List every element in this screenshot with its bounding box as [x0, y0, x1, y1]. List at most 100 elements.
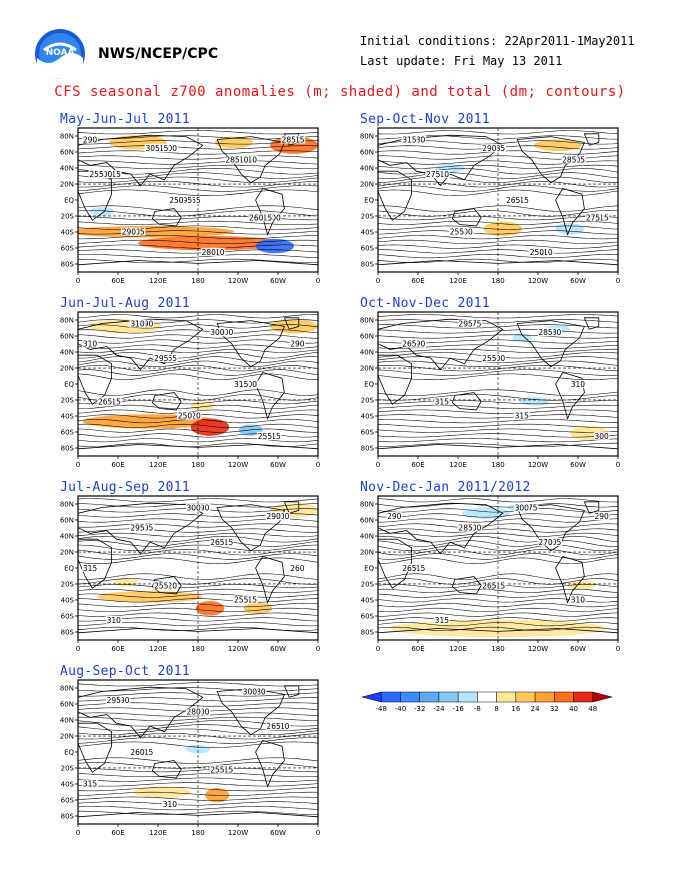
- contour-line: [78, 352, 318, 359]
- lon-label: 180: [491, 645, 504, 653]
- coastline: [151, 208, 182, 227]
- lat-label: 60N: [60, 517, 74, 525]
- contour-line: [78, 442, 318, 447]
- lat-label: 20S: [61, 213, 75, 221]
- contour-line: [378, 544, 618, 551]
- contour-line: [378, 168, 618, 175]
- contour-label: 305: [139, 524, 154, 533]
- colorbar-label: -40: [395, 705, 406, 713]
- lat-label: 80S: [361, 261, 375, 269]
- contour-label: 310: [571, 596, 586, 605]
- lat-label: 60N: [60, 149, 74, 157]
- contour-label: 265: [98, 397, 113, 406]
- contour-label: 290: [115, 696, 130, 705]
- contour-label: 290: [195, 504, 210, 513]
- contour-label: 260: [130, 748, 145, 757]
- contour-label: 310: [210, 248, 225, 257]
- contour-label: 310: [234, 156, 249, 165]
- lon-label: 60E: [111, 829, 124, 837]
- lat-label: 60S: [61, 613, 75, 621]
- contour-line: [78, 239, 318, 244]
- contour-label: 315: [258, 213, 273, 222]
- lon-label: 0: [316, 645, 320, 653]
- map-plot: 2903003102553003153203153103002902953152…: [60, 311, 320, 469]
- coastline: [451, 208, 482, 227]
- contour-label: 315: [435, 397, 450, 406]
- lon-label: 60W: [270, 829, 286, 837]
- coastline: [255, 740, 285, 788]
- contour-line: [378, 549, 618, 556]
- lon-label: 120W: [528, 461, 548, 469]
- lon-label: 60W: [570, 461, 586, 469]
- map-panel: Oct-Nov-Dec 2011 275 280 290 300 310 315 315 30…: [360, 296, 622, 472]
- contour-label: 285: [538, 328, 553, 337]
- map-panel: Jun-Jul-Aug 2011 290 300 310 255 300 315 320 31…: [60, 296, 322, 472]
- contour-label: 305: [571, 156, 586, 165]
- contour-label: 255: [89, 170, 104, 179]
- contour-line: [78, 365, 318, 372]
- lon-label: 120E: [149, 277, 167, 285]
- contour-label: 295: [178, 196, 193, 205]
- contour-label: 295: [107, 696, 122, 705]
- colorbar-swatch: [534, 691, 555, 703]
- contour-line: [378, 348, 618, 353]
- contour-line: [78, 176, 318, 183]
- lat-label: 20S: [361, 581, 375, 589]
- contour-label: 315: [491, 581, 506, 590]
- contour-label: 255: [187, 196, 202, 205]
- contour-label: 255: [450, 228, 465, 237]
- contour-line: [78, 772, 318, 777]
- contour-line: [78, 230, 318, 235]
- anomaly-shading: [519, 396, 549, 406]
- contour-line: [78, 254, 318, 259]
- lon-label: 180: [191, 829, 204, 837]
- contour-label: 300: [210, 328, 225, 337]
- contour-label: 320: [163, 581, 178, 590]
- lat-label: 40N: [360, 533, 374, 541]
- contour-label: 280: [202, 248, 217, 257]
- contour-line: [378, 612, 618, 617]
- contour-label: 315: [290, 136, 305, 145]
- contour-line: [378, 523, 618, 528]
- anomaly-shading: [214, 136, 254, 149]
- contour-line: [378, 588, 618, 593]
- lat-label: 80S: [361, 629, 375, 637]
- contour-label: 300: [467, 524, 482, 533]
- coastline: [255, 556, 285, 604]
- contour-line: [378, 216, 618, 221]
- contour-label: 290: [139, 320, 154, 329]
- contour-label: 305: [130, 228, 145, 237]
- contour-line: [78, 428, 318, 433]
- contour-label: 315: [515, 196, 530, 205]
- lon-label: 60W: [570, 277, 586, 285]
- colorbar-swatch: [515, 691, 536, 703]
- lat-label: 60S: [61, 245, 75, 253]
- lat-label: 60N: [60, 333, 74, 341]
- lat-label: EQ: [64, 565, 74, 573]
- contour-line: [78, 438, 318, 443]
- contour-line: [78, 787, 318, 792]
- colorbar-label: 32: [550, 705, 559, 713]
- contour-label: 300: [515, 504, 530, 513]
- contour-line: [78, 791, 318, 796]
- contour-label: 315: [515, 412, 530, 421]
- lon-label: 180: [491, 277, 504, 285]
- contour-label: 315: [234, 380, 249, 389]
- lat-label: 20N: [60, 365, 74, 373]
- coastline: [378, 134, 504, 187]
- lat-label: EQ: [364, 197, 374, 205]
- colorbar-label: -32: [414, 705, 425, 713]
- contour-label: 260: [249, 213, 264, 222]
- contour-label: 290: [387, 512, 402, 521]
- contour-label: 315: [595, 213, 610, 222]
- contour-label: 265: [506, 196, 521, 205]
- colorbar-swatch: [496, 691, 517, 703]
- contour-line: [78, 532, 318, 537]
- contour-label: 265: [482, 581, 497, 590]
- anomaly-shading: [90, 207, 114, 216]
- contour-line: [78, 360, 318, 367]
- contour-line: [78, 235, 318, 240]
- contour-line: [78, 607, 318, 612]
- contour-line: [378, 176, 618, 183]
- contour-label: 255: [482, 354, 497, 363]
